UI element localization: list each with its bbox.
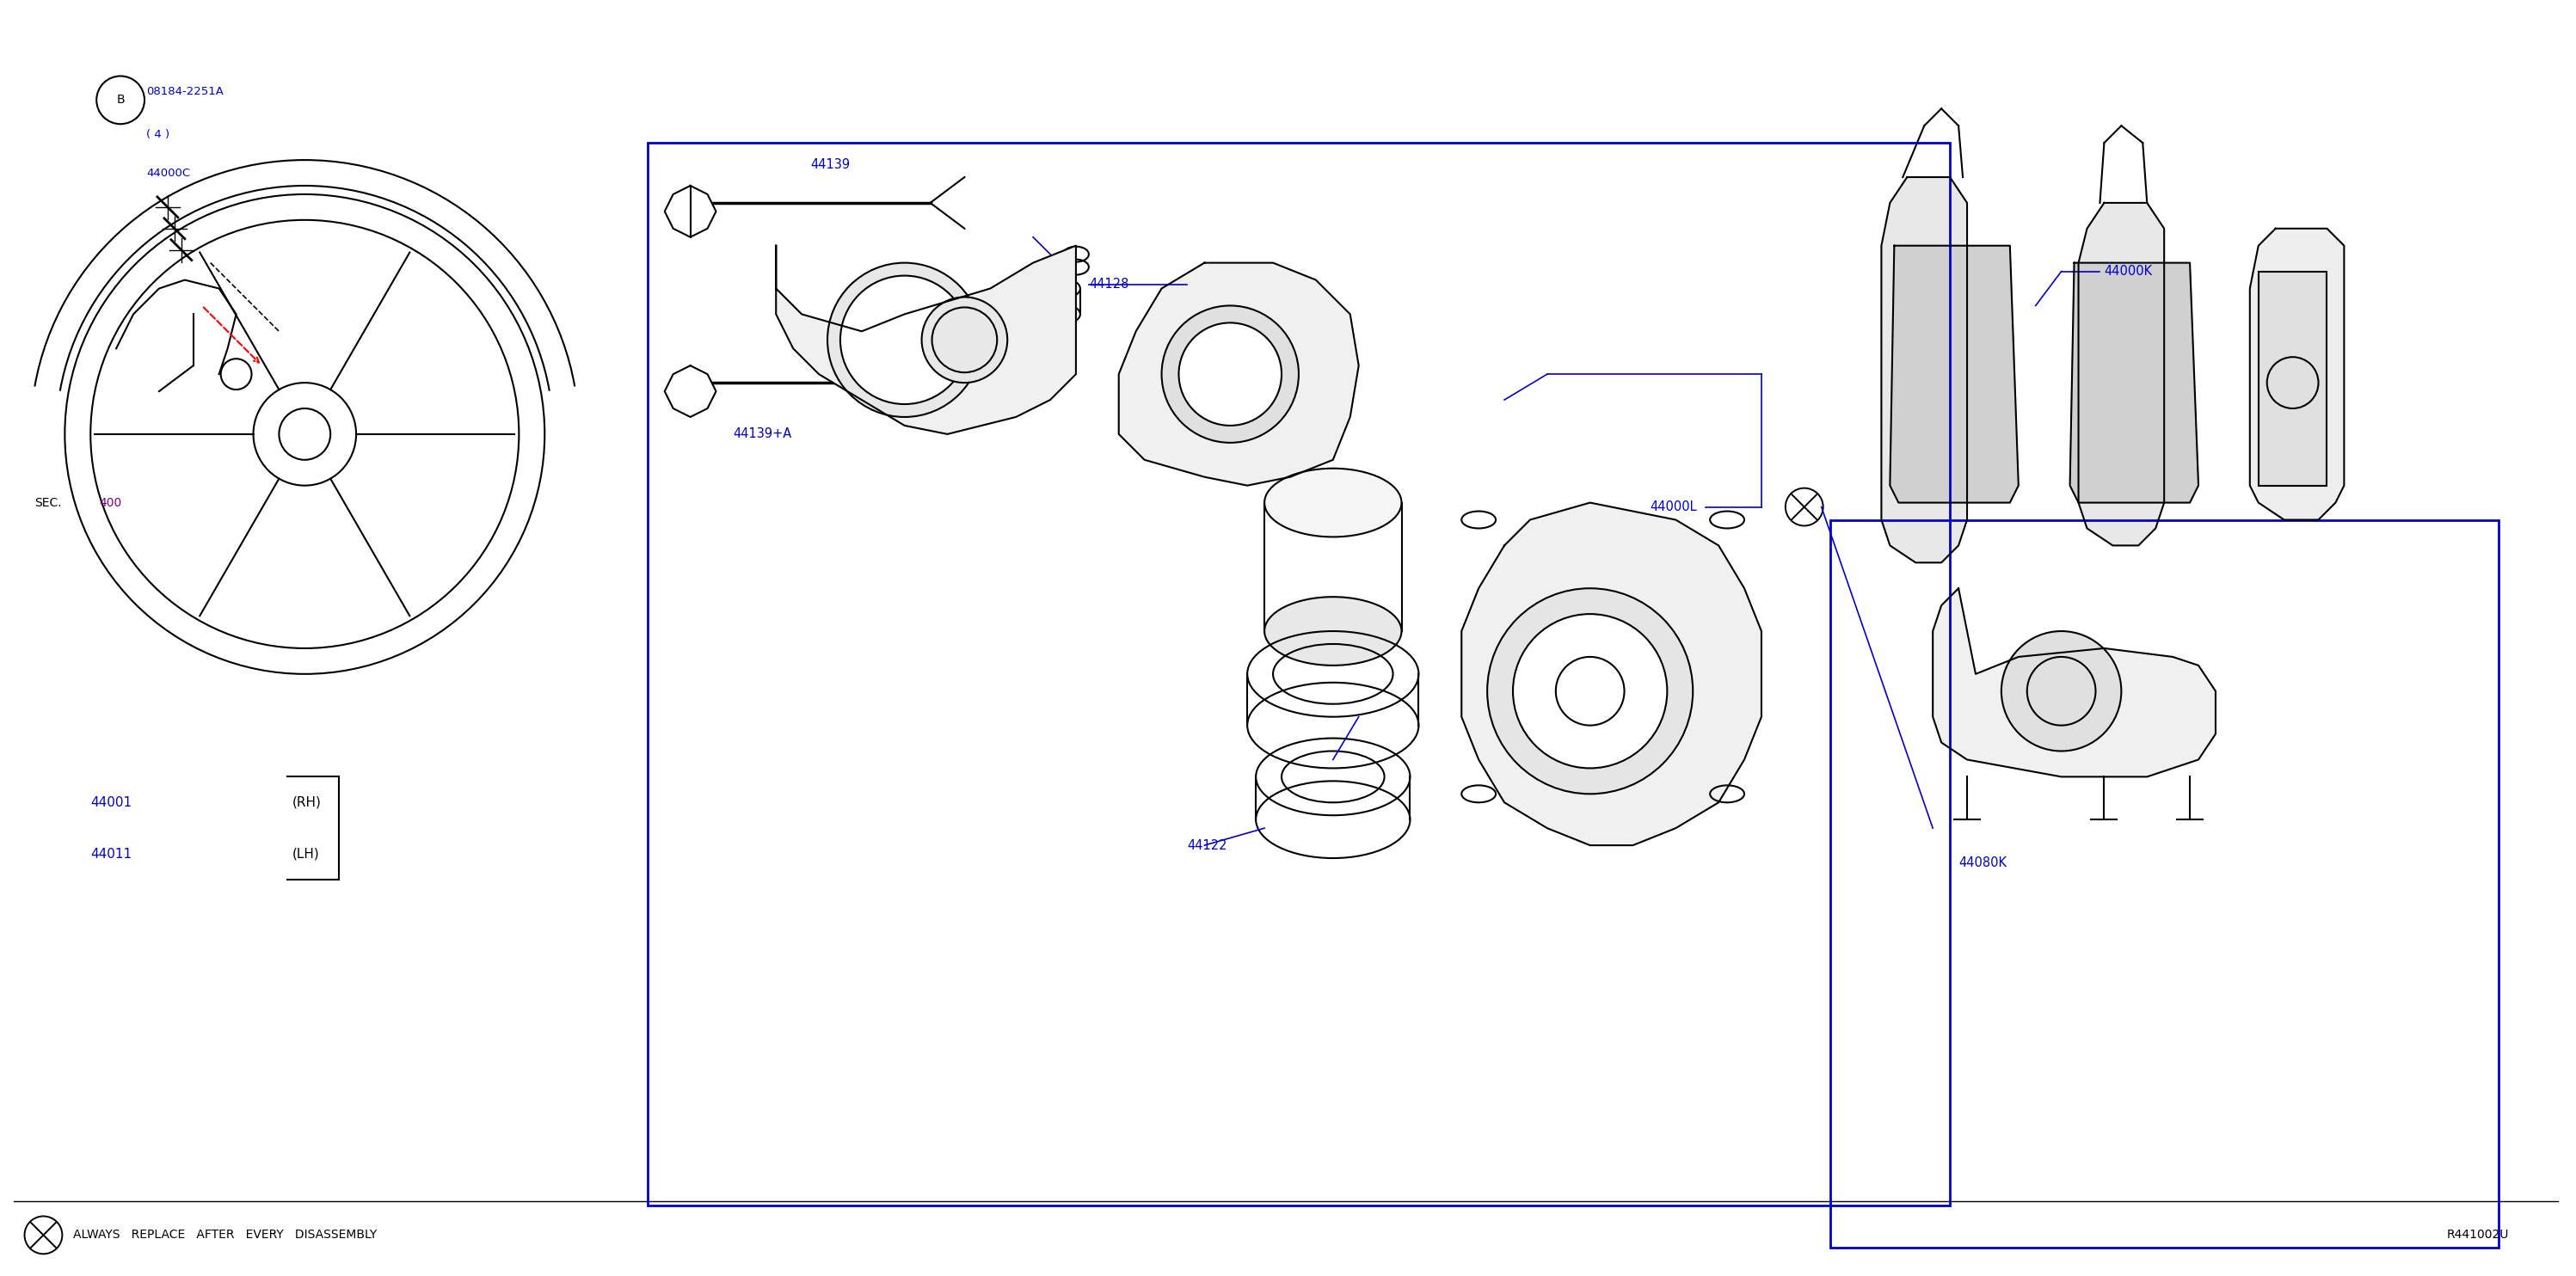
Ellipse shape	[1265, 468, 1401, 537]
Polygon shape	[1891, 246, 2020, 503]
Text: (LH): (LH)	[291, 847, 319, 860]
Bar	[2259, 272, 2326, 486]
Bar	[1829, 519, 2499, 1248]
Text: 44128: 44128	[1090, 278, 1128, 291]
Text: 44122: 44122	[1188, 838, 1226, 852]
Polygon shape	[1461, 503, 1762, 845]
Bar	[647, 143, 1950, 1205]
Text: 44000L: 44000L	[1651, 500, 1698, 513]
Text: 44080K: 44080K	[1958, 856, 2007, 869]
Circle shape	[1512, 614, 1667, 768]
Text: 44139: 44139	[811, 158, 850, 171]
Circle shape	[2002, 632, 2120, 752]
Ellipse shape	[1265, 597, 1401, 665]
Text: 400: 400	[98, 496, 121, 509]
Text: (RH): (RH)	[291, 796, 322, 809]
Circle shape	[1180, 323, 1283, 426]
Circle shape	[1162, 306, 1298, 443]
Polygon shape	[665, 366, 716, 417]
Circle shape	[1486, 588, 1692, 794]
Polygon shape	[1880, 177, 1968, 563]
Text: 44139+A: 44139+A	[734, 427, 791, 440]
Text: 44000K: 44000K	[2105, 265, 2154, 278]
Polygon shape	[1932, 588, 2215, 777]
Circle shape	[827, 263, 981, 417]
Circle shape	[278, 408, 330, 459]
Text: 44000C: 44000C	[147, 167, 191, 179]
Text: 44011: 44011	[90, 847, 131, 860]
Text: 08184-2251A: 08184-2251A	[147, 85, 224, 97]
Polygon shape	[2071, 263, 2197, 503]
Polygon shape	[775, 246, 1077, 434]
Text: R441002U: R441002U	[2447, 1229, 2509, 1242]
Text: 44001: 44001	[90, 796, 131, 809]
Circle shape	[840, 276, 969, 404]
Text: B: B	[116, 94, 124, 106]
Polygon shape	[665, 186, 716, 237]
Text: SEC.: SEC.	[36, 496, 62, 509]
Text: ( 4 ): ( 4 )	[147, 129, 170, 140]
Circle shape	[922, 297, 1007, 383]
Text: ALWAYS   REPLACE   AFTER   EVERY   DISASSEMBLY: ALWAYS REPLACE AFTER EVERY DISASSEMBLY	[72, 1229, 376, 1242]
Polygon shape	[2249, 228, 2344, 519]
Polygon shape	[1118, 263, 1358, 486]
Polygon shape	[2079, 203, 2164, 545]
